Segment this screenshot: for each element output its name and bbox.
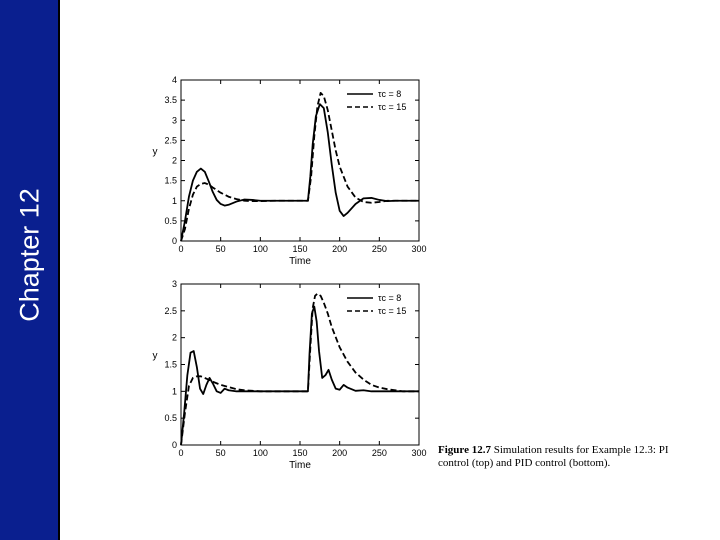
x-tick-label: 50: [216, 448, 226, 458]
y-tick-label: 1: [172, 386, 177, 396]
y-axis-label: y: [153, 351, 158, 362]
y-tick-label: 0: [172, 440, 177, 450]
figure-12-7: 0 50 100 150 200 250 300 0 0.5 1 1.5 2 2.5 3 3.5 4 Time y…: [145, 70, 435, 471]
x-tick-label: 250: [372, 448, 387, 458]
x-tick-label: 150: [292, 448, 307, 458]
legend-entry: τc = 15: [378, 102, 406, 112]
figure-caption: Figure 12.7 Simulation results for Examp…: [438, 444, 698, 470]
x-tick-label: 100: [253, 448, 268, 458]
legend-entry: τc = 8: [378, 89, 401, 99]
y-tick-label: 3: [172, 115, 177, 125]
y-tick-label: 3: [172, 279, 177, 289]
y-tick-label: 0: [172, 236, 177, 246]
figure-caption-text: Simulation results for Example 12.3: PI …: [438, 444, 669, 469]
y-tick-label: 1.5: [164, 360, 177, 370]
chapter-sidebar: Chapter 12: [0, 0, 60, 540]
y-tick-label: 2.5: [164, 306, 177, 316]
y-tick-label: 3.5: [164, 95, 177, 105]
x-tick-label: 200: [332, 244, 347, 254]
figure-caption-label: Figure 12.7: [438, 444, 491, 456]
y-tick-label: 4: [172, 75, 177, 85]
y-tick-label: 1.5: [164, 176, 177, 186]
pid-control-chart: 0 50 100 150 200 250 300 0 0.5 1 1.5 2 2.5 3 Time y τc =…: [153, 279, 427, 471]
plot-frame: [180, 79, 420, 242]
x-tick-label: 150: [292, 244, 307, 254]
chapter-label: Chapter 12: [14, 188, 45, 322]
x-tick-label: 0: [178, 448, 183, 458]
x-axis-label: Time: [289, 256, 311, 267]
x-tick-label: 250: [372, 244, 387, 254]
y-tick-label: 2: [172, 333, 177, 343]
pi-control-chart: 0 50 100 150 200 250 300 0 0.5 1 1.5 2 2.5 3 3.5 4 Time y…: [153, 75, 427, 267]
y-tick-label: 2: [172, 156, 177, 166]
y-tick-label: 0.5: [164, 216, 177, 226]
x-tick-label: 300: [411, 244, 426, 254]
y-axis-label: y: [153, 147, 158, 158]
x-tick-label: 50: [216, 244, 226, 254]
y-tick-label: 1: [172, 196, 177, 206]
x-tick-label: 200: [332, 448, 347, 458]
x-tick-label: 300: [411, 448, 426, 458]
legend-entry: τc = 8: [378, 293, 401, 303]
y-tick-label: 0.5: [164, 413, 177, 423]
series-line-tau-8: [180, 305, 419, 446]
plot-frame: [180, 283, 420, 446]
x-tick-label: 100: [253, 244, 268, 254]
series-line-tau-15: [180, 91, 419, 242]
legend-entry: τc = 15: [378, 306, 406, 316]
y-tick-label: 2.5: [164, 135, 177, 145]
x-tick-label: 0: [178, 244, 183, 254]
x-axis-label: Time: [289, 460, 311, 471]
series-line-tau-15: [180, 292, 419, 446]
